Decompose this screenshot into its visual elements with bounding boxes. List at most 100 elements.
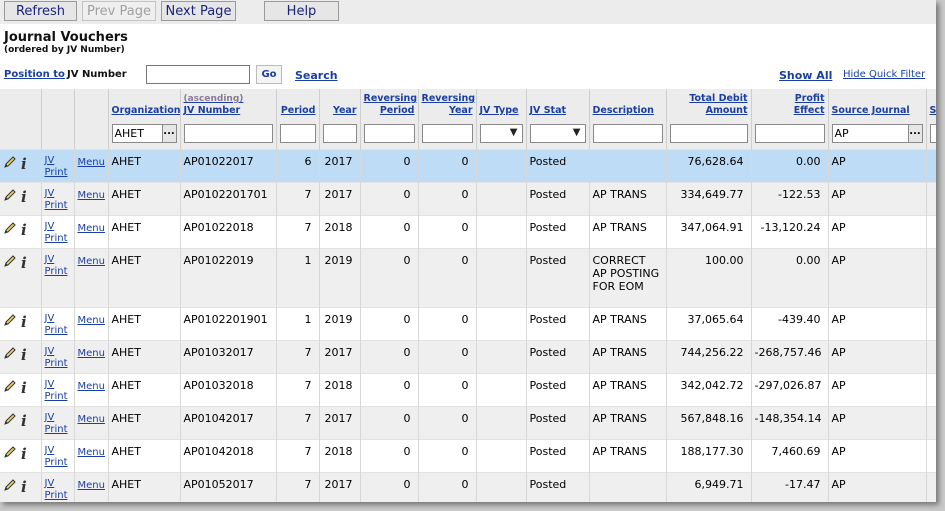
col-reversing-year[interactable]: Reversing Year [418,89,477,119]
edit-pencil-icon[interactable] [3,155,17,169]
col-source-journal[interactable]: Source Journal [828,89,927,119]
table-row[interactable]: i JV Print Menu AHET AP01052017 7 2017 0 0 Posted 6… [0,471,936,502]
col-jv-type[interactable]: JV Type [476,89,527,119]
table-row[interactable]: i JV Print Menu AHET AP01032017 7 2017 0 0 Posted A… [0,339,936,373]
journal-voucher-table: Organization (ascending) JV Number Period… [0,89,936,502]
info-icon[interactable]: i [21,312,27,331]
info-icon[interactable]: i [21,220,27,239]
info-icon[interactable]: i [21,477,27,496]
organization-lookup-button[interactable]: ... [162,124,177,144]
edit-pencil-icon[interactable] [3,188,17,202]
col-reversing-period[interactable]: Reversing Period [360,89,419,119]
edit-pencil-icon[interactable] [3,254,17,268]
jv-link[interactable]: JV [44,378,55,390]
filter-extra[interactable] [929,124,936,144]
col-year[interactable]: Year [319,89,361,119]
table-row[interactable]: i JV Print Menu AHET AP01022018 7 2018 0 0 Posted A… [0,214,936,248]
jv-link[interactable]: JV [44,477,55,489]
edit-pencil-icon[interactable] [3,412,17,426]
filter-period[interactable] [279,124,316,144]
col-total-debit-amount[interactable]: Total Debit Amount [666,89,752,119]
filter-profit-effect[interactable] [754,124,825,144]
jv-link[interactable]: JV [44,187,55,199]
col-organization[interactable]: Organization [108,89,181,119]
table-row[interactable]: i JV Print Menu AHET AP0102201701 7 2017 0 0 Poste… [0,181,936,215]
cell-reversing-year: 0 [418,306,477,340]
info-icon[interactable]: i [21,187,27,206]
edit-pencil-icon[interactable] [3,478,17,492]
edit-pencil-icon[interactable] [3,221,17,235]
info-icon[interactable]: i [21,345,27,364]
filter-source-journal[interactable]: AP [831,124,909,144]
menu-link[interactable]: Menu [77,413,105,425]
print-link[interactable]: Print [44,199,68,211]
hide-quick-filter-link[interactable]: Hide Quick Filter [843,69,926,80]
edit-pencil-icon[interactable] [3,313,17,327]
col-jv-stat[interactable]: JV Stat [526,89,590,119]
col-profit-effect[interactable]: Profit Effect [751,89,829,119]
prev-page-button[interactable]: Prev Page [82,1,156,21]
print-link[interactable]: Print [44,324,68,336]
info-icon[interactable]: i [21,253,27,272]
filter-total-debit[interactable] [669,124,748,144]
filter-reversing-year[interactable] [421,124,473,144]
info-icon[interactable]: i [21,154,27,173]
refresh-button[interactable]: Refresh [4,1,77,21]
next-page-button[interactable]: Next Page [161,1,236,21]
print-link[interactable]: Print [44,232,68,244]
table-row[interactable]: i JV Print Menu AHET AP01022019 1 2019 0 0 Posted C… [0,247,936,307]
menu-link[interactable]: Menu [77,446,105,458]
show-all-link[interactable]: Show All [779,69,833,82]
filter-year[interactable] [322,124,357,144]
col-description[interactable]: Description [589,89,667,119]
filter-jv-number[interactable] [183,124,273,144]
edit-pencil-icon[interactable] [3,379,17,393]
table-row[interactable]: i JV Print Menu AHET AP01022017 6 2017 0 0 Posted 7… [0,148,936,182]
table-row[interactable]: i JV Print Menu AHET AP01042018 7 2018 0 0 Posted A… [0,438,936,472]
edit-pencil-icon[interactable] [3,346,17,360]
search-link[interactable]: Search [295,69,338,82]
filter-description[interactable] [592,124,663,144]
jv-link[interactable]: JV [44,444,55,456]
filter-reversing-period[interactable] [363,124,415,144]
jv-link[interactable]: JV [44,411,55,423]
table-row[interactable]: i JV Print Menu AHET AP01042017 7 2017 0 0 Posted A… [0,405,936,439]
print-link[interactable]: Print [44,456,68,468]
menu-link[interactable]: Menu [77,314,105,326]
filter-jv-type-select[interactable]: ▼ [479,124,523,144]
jv-link[interactable]: JV [44,220,55,232]
menu-link[interactable]: Menu [77,156,105,168]
position-to-link[interactable]: Position to [4,69,65,80]
col-jv-number[interactable]: (ascending) JV Number [180,89,277,119]
table-row[interactable]: i JV Print Menu AHET AP01032018 7 2018 0 0 Posted A… [0,372,936,406]
jv-link[interactable]: JV [44,345,55,357]
filter-jv-stat-select[interactable]: ▼ [529,124,586,144]
source-journal-lookup-button[interactable]: ... [908,124,923,144]
filter-organization[interactable]: AHET [111,124,163,144]
print-link[interactable]: Print [44,166,68,178]
col-extra[interactable]: S [926,89,936,119]
menu-link[interactable]: Menu [77,380,105,392]
print-link[interactable]: Print [44,489,68,501]
menu-link[interactable]: Menu [77,222,105,234]
info-icon[interactable]: i [21,411,27,430]
jv-link[interactable]: JV [44,253,55,265]
menu-link[interactable]: Menu [77,189,105,201]
go-button[interactable]: Go [256,65,282,84]
position-input[interactable] [146,65,250,84]
print-link[interactable]: Print [44,265,68,277]
help-button[interactable]: Help [264,1,339,21]
info-icon[interactable]: i [21,444,27,463]
table-row[interactable]: i JV Print Menu AHET AP0102201901 1 2019 0 0 Poste… [0,306,936,340]
menu-link[interactable]: Menu [77,347,105,359]
jv-link[interactable]: JV [44,312,55,324]
jv-link[interactable]: JV [44,154,55,166]
col-period[interactable]: Period [276,89,320,119]
menu-link[interactable]: Menu [77,479,105,491]
print-link[interactable]: Print [44,390,68,402]
print-link[interactable]: Print [44,357,68,369]
print-link[interactable]: Print [44,423,68,435]
edit-pencil-icon[interactable] [3,445,17,459]
info-icon[interactable]: i [21,378,27,397]
menu-link[interactable]: Menu [77,255,105,267]
